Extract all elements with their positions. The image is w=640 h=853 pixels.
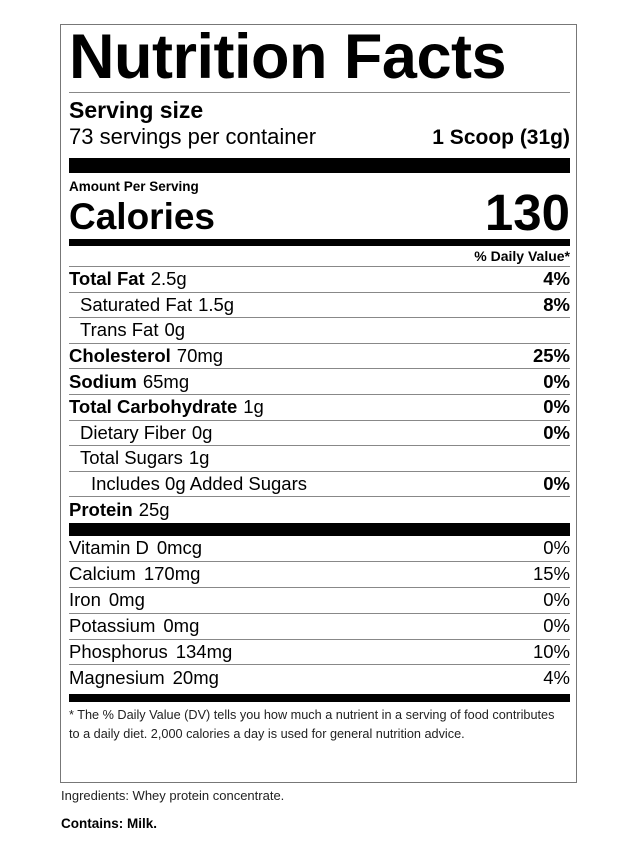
vitamin-name-amount: Calcium 170mg	[69, 563, 200, 585]
vitamin-daily-value: 0%	[543, 615, 570, 637]
vitamin-name: Phosphorus	[69, 640, 168, 662]
amount-per-serving: Amount Per Serving	[69, 179, 199, 194]
servings-per-container: 73 servings per container	[69, 124, 317, 149]
vitamin-row: Iron 0mg 0%	[69, 588, 570, 614]
footnote: * The % Daily Value (DV) tells you how m…	[69, 708, 555, 741]
vitamin-daily-value: 0%	[543, 537, 570, 559]
nutrient-row: Trans Fat 0g	[69, 318, 570, 344]
vitamin-amount: 0mg	[108, 589, 145, 611]
nutrient-row: Protein 25g	[69, 497, 570, 523]
vitamin-amount: 0mcg	[156, 537, 203, 559]
medium-divider	[69, 694, 570, 703]
nutrient-daily-value: 25%	[532, 345, 570, 367]
nutrient-amount: 0g	[191, 421, 213, 443]
vitamin-amount: 20mg	[172, 667, 219, 689]
serving-size-label: Serving size	[69, 97, 204, 123]
nutrient-name: Total Sugars	[80, 447, 183, 469]
nutrient-name-amount: Total Carbohydrate 1g	[69, 396, 264, 418]
nutrient-amount: 1g	[243, 396, 264, 418]
nutrient-row: Sodium 65mg 0%	[69, 369, 570, 395]
nutrient-daily-value: 0%	[543, 473, 570, 495]
nutrient-daily-value: 8%	[543, 293, 570, 315]
nutrient-amount: 1.5g	[198, 293, 235, 315]
vitamin-list: Vitamin D 0mcg 0% Calcium 170mg 15% Iron 0mg 0% P…	[69, 536, 570, 691]
nutrient-name-amount: Dietary Fiber 0g	[69, 422, 212, 444]
vitamin-name-amount: Phosphorus 134mg	[69, 641, 232, 663]
vitamin-name: Potassium	[69, 615, 156, 637]
vitamin-amount: 170mg	[143, 563, 201, 585]
vitamin-row: Phosphorus 134mg 10%	[69, 640, 570, 666]
vitamin-row: Potassium 0mg 0%	[69, 614, 570, 640]
nutrient-name-amount: Includes 0g Added Sugars	[69, 473, 313, 495]
nutrient-amount: 70mg	[176, 345, 224, 367]
nutrient-list: Total Fat 2.5g 4% Saturated Fat 1.5g 8% Trans …	[69, 267, 570, 523]
vitamin-daily-value: 4%	[543, 667, 570, 689]
nutrient-row: Includes 0g Added Sugars 0%	[69, 472, 570, 498]
ingredients: Ingredients: Whey protein concentrate.	[61, 788, 285, 803]
vitamin-name-amount: Vitamin D 0mcg	[69, 537, 202, 559]
nutrient-daily-value: 4%	[543, 268, 570, 290]
divider	[69, 92, 570, 93]
nutrient-amount: 65mg	[142, 370, 190, 392]
nutrient-name-amount: Trans Fat 0g	[69, 319, 185, 341]
vitamin-amount: 0mg	[163, 615, 200, 637]
nutrient-row: Saturated Fat 1.5g 8%	[69, 293, 570, 319]
nutrient-amount: 1g	[188, 447, 210, 469]
vitamin-name: Vitamin D	[69, 537, 149, 559]
nutrient-row: Total Sugars 1g	[69, 446, 570, 472]
vitamin-name-amount: Magnesium 20mg	[69, 667, 219, 689]
calories-value: 130	[484, 184, 570, 241]
vitamin-name: Calcium	[69, 563, 136, 585]
vitamin-name-amount: Potassium 0mg	[69, 615, 199, 637]
calories-label: Calories	[69, 196, 216, 237]
vitamin-row: Vitamin D 0mcg 0%	[69, 536, 570, 562]
nutrient-name-amount: Total Sugars 1g	[69, 447, 209, 469]
nutrient-amount: 25g	[138, 499, 170, 521]
nutrient-daily-value: 0%	[543, 370, 570, 392]
nutrient-amount: 2.5g	[150, 268, 187, 290]
nutrient-name: Total Fat	[69, 268, 145, 290]
vitamin-name: Magnesium	[69, 667, 165, 689]
serving-size-value: 1 Scoop (31g)	[432, 126, 570, 149]
nutrient-name: Cholesterol	[69, 345, 171, 367]
nutrient-daily-value: 0%	[543, 421, 570, 443]
nutrient-row: Dietary Fiber 0g 0%	[69, 421, 570, 447]
thick-divider	[69, 522, 570, 536]
vitamin-daily-value: 15%	[532, 563, 570, 585]
vitamin-row: Calcium 170mg 15%	[69, 562, 570, 588]
nutrient-name-amount: Total Fat 2.5g	[69, 268, 187, 290]
nutrition-facts-label: Nutrition Facts Serving size 73 servings…	[60, 24, 577, 783]
nutrient-row: Cholesterol 70mg 25%	[69, 344, 570, 370]
nutrient-name-amount: Sodium 65mg	[69, 371, 189, 393]
nutrient-row: Total Fat 2.5g 4%	[69, 267, 570, 293]
vitamin-row: Magnesium 20mg 4%	[69, 665, 570, 691]
nutrient-row: Total Carbohydrate 1g 0%	[69, 395, 570, 421]
allergen-statement: Contains: Milk.	[61, 816, 158, 831]
nutrient-name: Saturated Fat	[80, 293, 193, 315]
calories-row: Calories 130	[69, 187, 570, 238]
nutrient-name-amount: Cholesterol 70mg	[69, 345, 223, 367]
vitamin-name-amount: Iron 0mg	[69, 589, 145, 611]
nutrient-name: Includes 0g Added Sugars	[91, 473, 307, 495]
nutrient-name: Total Carbohydrate	[69, 396, 238, 418]
nutrient-name: Sodium	[69, 370, 137, 392]
vitamin-daily-value: 0%	[543, 589, 570, 611]
nutrient-name-amount: Saturated Fat 1.5g	[69, 294, 234, 316]
vitamin-name: Iron	[69, 589, 101, 611]
vitamin-amount: 134mg	[175, 640, 233, 662]
thick-divider	[69, 158, 570, 173]
nutrient-name: Protein	[69, 499, 133, 521]
nutrient-name: Dietary Fiber	[80, 421, 186, 443]
nutrient-daily-value: 0%	[543, 396, 570, 418]
daily-value-header: % Daily Value*	[69, 246, 570, 267]
label-title: Nutrition Facts	[69, 22, 507, 92]
medium-divider	[69, 239, 570, 246]
nutrient-name-amount: Protein 25g	[69, 499, 170, 521]
vitamin-daily-value: 10%	[532, 640, 570, 662]
serving-row: 73 servings per container 1 Scoop (31g)	[69, 123, 570, 152]
nutrient-amount: 0g	[164, 319, 186, 341]
nutrient-name: Trans Fat	[80, 319, 159, 341]
